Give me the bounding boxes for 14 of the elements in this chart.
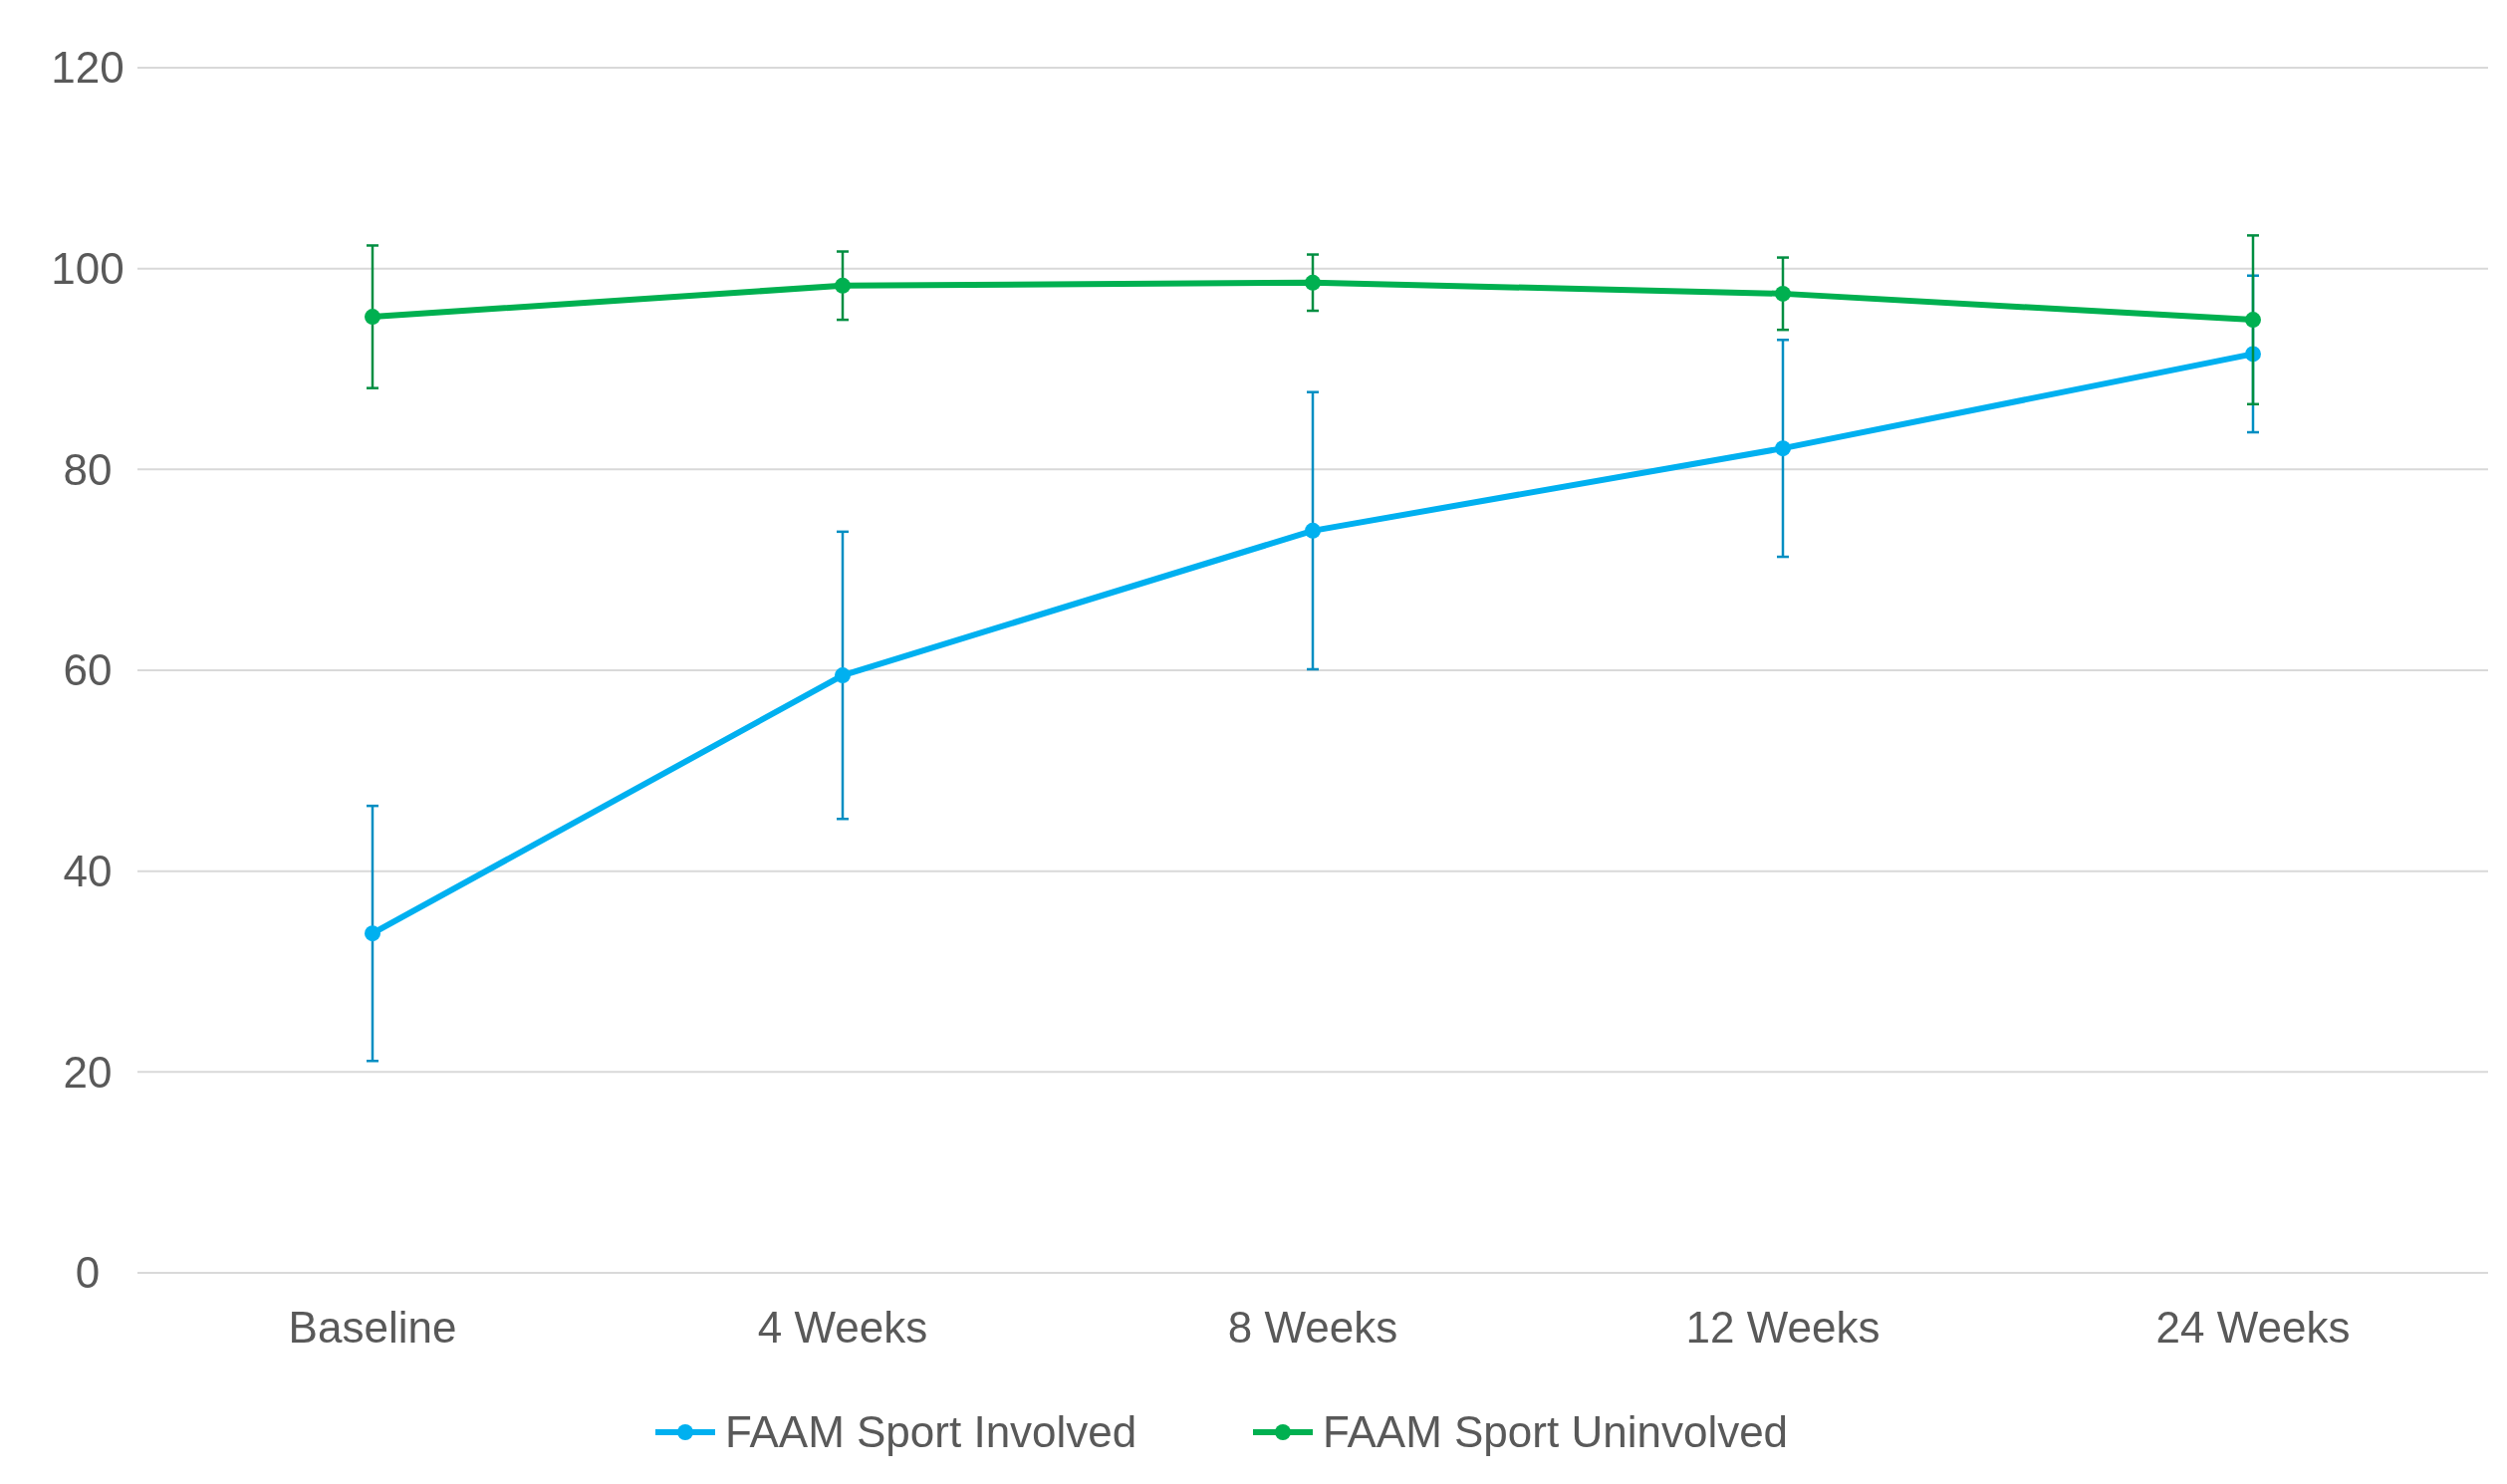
y-tick-label: 100 [51,244,125,294]
x-tick-label: 12 Weeks [1685,1303,1880,1352]
legend-label: FAAM Sport Involved [725,1407,1137,1457]
legend-label: FAAM Sport Uninvolved [1323,1407,1789,1457]
x-tick-label: 8 Weeks [1227,1303,1398,1352]
x-tick-label: 4 Weeks [757,1303,928,1352]
y-tick-label: 80 [63,444,113,494]
x-tick-label: Baseline [288,1303,457,1352]
y-tick-label: 20 [63,1047,113,1097]
y-tick-label: 40 [63,847,113,896]
y-tick-label: 60 [63,645,113,695]
y-tick-label: 120 [51,43,125,93]
y-tick-label: 0 [75,1248,101,1298]
x-tick-label: 24 Weeks [2155,1303,2351,1352]
